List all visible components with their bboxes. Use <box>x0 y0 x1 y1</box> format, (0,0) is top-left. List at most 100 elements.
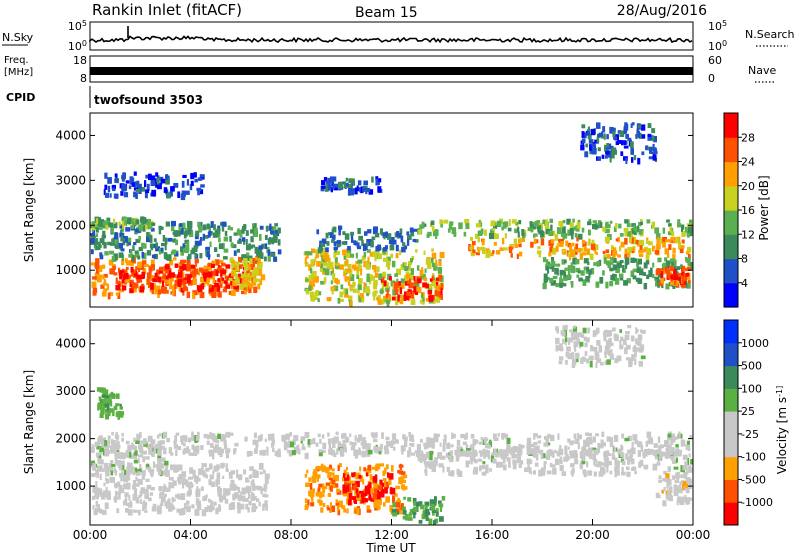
heatmap-cell <box>363 282 366 288</box>
heatmap-cell <box>545 228 551 235</box>
heatmap-cell <box>596 137 600 143</box>
heatmap-cell <box>98 396 102 401</box>
heatmap-cell <box>135 496 139 504</box>
heatmap-cell <box>624 248 628 254</box>
heatmap-cell <box>155 181 158 188</box>
heatmap-cell <box>602 250 606 255</box>
heatmap-cell <box>626 231 632 237</box>
heatmap-cell <box>366 293 369 297</box>
heatmap-cell <box>477 230 483 237</box>
heatmap-cell <box>619 233 624 237</box>
heatmap-cell <box>140 470 145 475</box>
heatmap-cell <box>455 450 458 455</box>
heatmap-cell <box>598 259 602 266</box>
heatmap-cell <box>383 280 387 287</box>
heatmap-cell <box>130 266 134 273</box>
heatmap-cell <box>93 496 96 500</box>
heatmap-cell <box>630 141 634 149</box>
heatmap-region <box>303 247 445 307</box>
heatmap-cell <box>129 179 133 185</box>
heatmap-cell <box>479 465 484 470</box>
heatmap-cell <box>145 189 150 194</box>
heatmap-cell <box>150 442 155 448</box>
heatmap-cell <box>197 271 201 276</box>
heatmap-cell <box>249 466 254 471</box>
heatmap-cell <box>342 477 345 482</box>
heatmap-cell <box>327 493 332 497</box>
heatmap-cell <box>100 491 103 497</box>
heatmap-cell <box>95 452 100 458</box>
heatmap-cell <box>252 439 257 445</box>
heatmap-cell <box>180 287 185 293</box>
heatmap-cell <box>175 264 179 268</box>
heatmap-cell <box>465 451 469 456</box>
heatmap-cell <box>475 223 481 228</box>
heatmap-cell <box>321 185 326 189</box>
heatmap-cell <box>592 224 597 230</box>
heatmap-cell <box>380 488 385 496</box>
heatmap-cell <box>667 466 671 473</box>
heatmap-cell <box>663 486 666 492</box>
heatmap-cell <box>199 189 204 195</box>
heatmap-cell <box>516 456 521 464</box>
heatmap-cell <box>99 254 104 260</box>
heatmap-cell <box>419 224 424 230</box>
heatmap-cell <box>659 451 663 458</box>
heatmap-cell <box>415 291 419 295</box>
heatmap-cell <box>624 253 629 259</box>
heatmap-cell <box>203 278 207 282</box>
heatmap-cell <box>139 286 145 293</box>
heatmap-cell <box>686 477 691 483</box>
heatmap-cell <box>328 441 332 449</box>
heatmap-cell <box>304 452 309 460</box>
heatmap-cell <box>238 264 243 269</box>
heatmap-cell <box>675 444 679 448</box>
heatmap-cell <box>395 508 400 514</box>
heatmap-cell <box>148 173 152 181</box>
heatmap-cell <box>358 235 363 241</box>
heatmap-cell <box>231 271 234 277</box>
heatmap-cell <box>398 233 402 238</box>
heatmap-cell <box>434 496 437 503</box>
heatmap-cell <box>374 488 378 495</box>
heatmap-cell <box>315 290 319 297</box>
heatmap-cell <box>575 357 579 363</box>
heatmap-cell <box>404 440 408 448</box>
heatmap-cell <box>428 295 431 302</box>
heatmap-cell <box>249 474 252 479</box>
heatmap-cell <box>400 484 406 490</box>
heatmap-cell <box>580 357 584 364</box>
heatmap-cell <box>267 249 271 256</box>
heatmap-cell <box>323 465 326 472</box>
heatmap-cell <box>654 249 660 255</box>
heatmap-cell <box>391 245 395 250</box>
heatmap-cell <box>169 276 174 282</box>
heatmap-cell <box>593 459 596 466</box>
heatmap-cell <box>175 432 180 436</box>
heatmap-cell <box>216 253 220 258</box>
heatmap-cell <box>190 180 194 187</box>
heatmap-cell <box>621 460 626 466</box>
heatmap-cell <box>193 476 197 483</box>
heatmap-cell <box>590 268 595 275</box>
heatmap-cell <box>327 471 332 478</box>
heatmap-cell <box>660 271 664 278</box>
heatmap-cell <box>143 500 146 506</box>
heatmap-cell <box>671 231 675 237</box>
heatmap-cell <box>102 230 106 236</box>
heatmap-cell <box>600 439 604 447</box>
heatmap-cell <box>616 355 622 362</box>
heatmap-cell <box>129 454 134 459</box>
heatmap-cell <box>108 398 112 403</box>
heatmap-cell <box>355 488 359 494</box>
heatmap-cell <box>264 500 268 507</box>
heatmap-cell <box>402 510 407 515</box>
heatmap-cell <box>150 243 153 251</box>
heatmap-cell <box>527 464 530 469</box>
heatmap-cell <box>630 257 636 263</box>
heatmap-cell <box>485 464 489 471</box>
heatmap-cell <box>630 453 633 458</box>
heatmap-cell <box>114 469 118 476</box>
heatmap-cell <box>558 238 561 243</box>
heatmap-cell <box>217 291 222 298</box>
